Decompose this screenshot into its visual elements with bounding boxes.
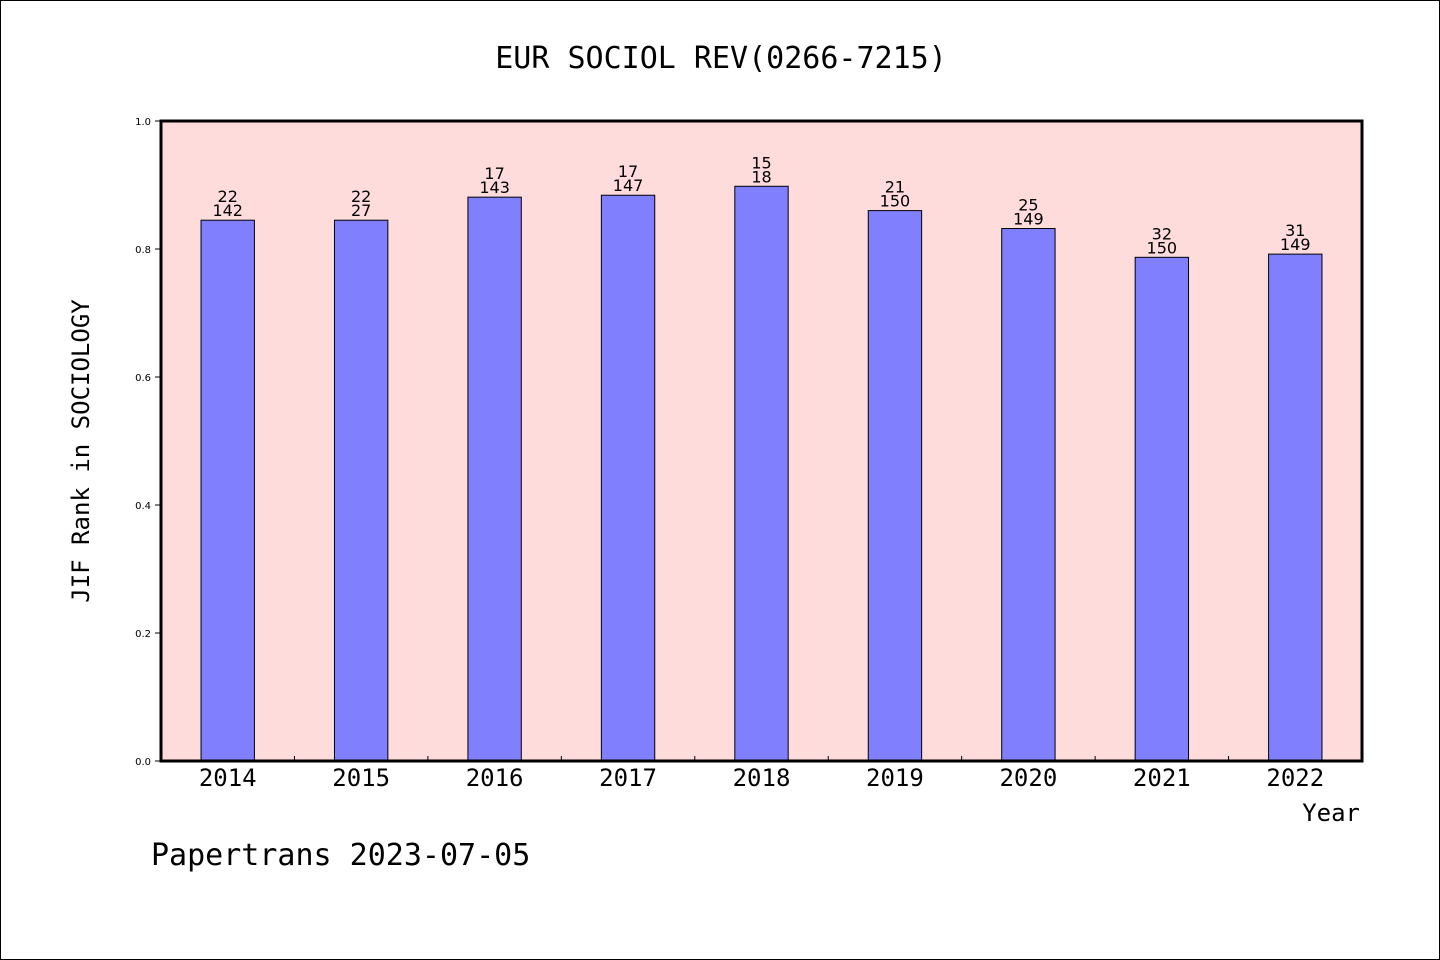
x-tick-label: 2016 [466,764,524,792]
bar-2014 [200,219,255,762]
bar-2020 [1001,228,1056,762]
bar-data-label: 150 [1147,238,1178,257]
plot-frame [159,119,1364,763]
bar-2018 [734,185,789,762]
bar-data-label: 18 [751,167,771,186]
bar-data-label: 147 [613,176,644,195]
bar-data-label: 150 [880,192,911,211]
x-tick-label: 2019 [866,764,924,792]
bar-2022 [1268,253,1323,762]
x-tick-label: 2020 [999,764,1057,792]
bar-2015 [333,219,389,762]
x-tick-label: 2018 [733,764,791,792]
bar-data-label: 143 [479,178,510,197]
y-tick-label: 0.6 [135,373,151,384]
y-tick-label: 0.8 [135,245,151,256]
bar-data-label: 27 [351,201,371,220]
bar-2019 [867,210,923,762]
footer-watermark: Papertrans 2023-07-05 [151,838,530,873]
x-tick-label: 2021 [1133,764,1191,792]
bar-2021 [1134,256,1190,762]
bar-data-label: 142 [212,201,243,220]
bar-data-label: 15 [751,153,771,172]
bar-data-label: 17 [618,162,638,181]
bar-2016 [467,196,522,762]
x-tick-label: 2017 [599,764,657,792]
bar-data-label: 149 [1280,235,1311,254]
bar-data-label: 17 [484,164,504,183]
y-axis-label: JIF Rank in SOCIOLOGY [67,299,95,603]
chart-title: EUR SOCIOL REV(0266-7215) [495,41,947,76]
bar-data-label: 22 [351,187,371,206]
bar-data-label: 22 [218,187,238,206]
x-axis-label: Year [1302,799,1360,827]
bar-data-label: 32 [1152,224,1172,243]
y-tick-label: 1.0 [135,117,151,128]
x-tick-label: 2022 [1266,764,1324,792]
bar-data-label: 31 [1285,221,1305,240]
y-tick-label: 0.2 [135,629,151,640]
y-axis-ticks: 0.0 0.2 0.4 0.6 0.8 1.0 [135,117,161,768]
bar-2017 [600,194,656,762]
bar-data-label: 21 [885,178,905,197]
x-axis-ticks: 2014 2015 2016 2017 2018 2019 2020 2021 2022 [199,756,1324,792]
bar-data-label: 149 [1013,210,1044,229]
y-tick-label: 0.4 [135,501,151,512]
bar-data-label: 25 [1018,196,1038,215]
x-tick-label: 2015 [332,764,390,792]
y-tick-label: 0.0 [135,757,151,768]
x-tick-label: 2014 [199,764,257,792]
